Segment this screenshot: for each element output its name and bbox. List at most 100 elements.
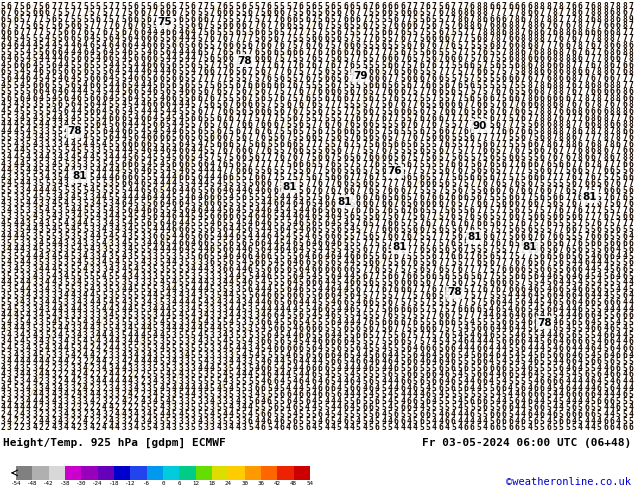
- Text: 7: 7: [204, 80, 209, 90]
- Text: 6: 6: [552, 285, 557, 294]
- Text: 2: 2: [115, 397, 120, 406]
- Text: 5: 5: [362, 133, 367, 142]
- Text: 5: 5: [292, 54, 297, 63]
- Text: 7: 7: [463, 140, 469, 149]
- Text: 6: 6: [527, 311, 532, 320]
- Text: 6: 6: [514, 423, 519, 432]
- Text: 7: 7: [356, 186, 361, 195]
- Text: 5: 5: [318, 397, 323, 406]
- Text: 7: 7: [305, 28, 310, 37]
- Text: 6: 6: [324, 390, 329, 399]
- Text: 4: 4: [533, 397, 538, 406]
- Text: 7: 7: [501, 206, 507, 215]
- Text: 7: 7: [425, 127, 430, 136]
- Text: 2: 2: [45, 364, 50, 373]
- Text: 6: 6: [616, 199, 621, 208]
- Text: 6: 6: [102, 127, 107, 136]
- Text: 6: 6: [584, 311, 589, 320]
- Text: 6: 6: [476, 351, 481, 360]
- Text: 5: 5: [210, 114, 215, 122]
- Text: 5: 5: [70, 318, 75, 327]
- Text: 4: 4: [197, 245, 202, 254]
- Text: 5: 5: [425, 8, 430, 17]
- Text: 6: 6: [521, 331, 526, 340]
- Text: 5: 5: [432, 364, 437, 373]
- Text: 6: 6: [286, 100, 291, 109]
- Text: 5: 5: [159, 127, 164, 136]
- Text: 5: 5: [235, 173, 240, 182]
- Text: 5: 5: [476, 61, 481, 70]
- Text: 6: 6: [292, 107, 297, 116]
- Text: 5: 5: [463, 173, 469, 182]
- Text: 5: 5: [540, 318, 545, 327]
- Text: 5: 5: [597, 179, 602, 188]
- Text: 4: 4: [165, 219, 171, 228]
- Text: 7: 7: [242, 114, 247, 122]
- Text: 4: 4: [204, 384, 209, 392]
- Text: 2: 2: [140, 370, 145, 379]
- Text: 4: 4: [489, 357, 494, 366]
- Text: 7: 7: [438, 324, 443, 333]
- Text: 8: 8: [616, 127, 621, 136]
- Text: 2: 2: [83, 403, 88, 413]
- Text: 7: 7: [318, 28, 323, 37]
- Text: 5: 5: [368, 370, 373, 379]
- Text: 5: 5: [89, 212, 94, 221]
- Text: 6: 6: [248, 245, 253, 254]
- Text: 6: 6: [559, 258, 564, 268]
- Text: 5: 5: [387, 331, 392, 340]
- Text: 5: 5: [368, 397, 373, 406]
- Text: 7: 7: [96, 21, 101, 30]
- Text: 6: 6: [387, 206, 392, 215]
- Text: 5: 5: [362, 278, 367, 287]
- Text: 3: 3: [127, 364, 133, 373]
- Text: 8: 8: [584, 80, 589, 90]
- Text: 7: 7: [463, 41, 469, 50]
- Text: 6: 6: [261, 423, 266, 432]
- Text: 6: 6: [413, 258, 418, 268]
- Text: 7: 7: [463, 278, 469, 287]
- Text: 6: 6: [444, 166, 450, 175]
- Text: 6: 6: [387, 100, 392, 109]
- Text: 7: 7: [425, 193, 430, 201]
- Text: 7: 7: [273, 153, 278, 162]
- Text: 5: 5: [83, 245, 88, 254]
- Text: 6: 6: [299, 1, 304, 11]
- Text: 6: 6: [235, 147, 240, 155]
- Text: 5: 5: [343, 232, 348, 241]
- Text: 6: 6: [146, 140, 152, 149]
- Text: 7: 7: [413, 94, 418, 103]
- Text: 5: 5: [191, 74, 196, 83]
- Text: 4: 4: [96, 390, 101, 399]
- Text: 6: 6: [527, 225, 532, 235]
- Text: 5: 5: [489, 206, 494, 215]
- Text: 7: 7: [571, 206, 576, 215]
- Text: 5: 5: [305, 285, 310, 294]
- Text: 5: 5: [242, 206, 247, 215]
- Text: 3: 3: [204, 397, 209, 406]
- Text: 5: 5: [286, 127, 291, 136]
- Text: 6: 6: [330, 232, 335, 241]
- Text: 6: 6: [603, 107, 608, 116]
- Text: 6: 6: [178, 245, 183, 254]
- Text: 4: 4: [45, 120, 50, 129]
- Text: 5: 5: [330, 28, 335, 37]
- Text: 4: 4: [70, 193, 75, 201]
- Text: 4: 4: [286, 403, 291, 413]
- Text: 5: 5: [622, 225, 627, 235]
- Text: 5: 5: [609, 318, 614, 327]
- Text: 6: 6: [20, 61, 25, 70]
- Text: 4: 4: [482, 416, 488, 425]
- Text: 8: 8: [565, 61, 570, 70]
- Text: 6: 6: [622, 68, 627, 76]
- Text: 6: 6: [261, 28, 266, 37]
- Text: 5: 5: [242, 219, 247, 228]
- Text: 5: 5: [165, 74, 171, 83]
- Text: 6: 6: [242, 166, 247, 175]
- Text: 6: 6: [514, 34, 519, 44]
- Text: 4: 4: [153, 193, 158, 201]
- Text: 4: 4: [26, 41, 31, 50]
- Text: 6: 6: [26, 74, 31, 83]
- Text: 4: 4: [584, 265, 589, 274]
- Text: 6: 6: [508, 265, 513, 274]
